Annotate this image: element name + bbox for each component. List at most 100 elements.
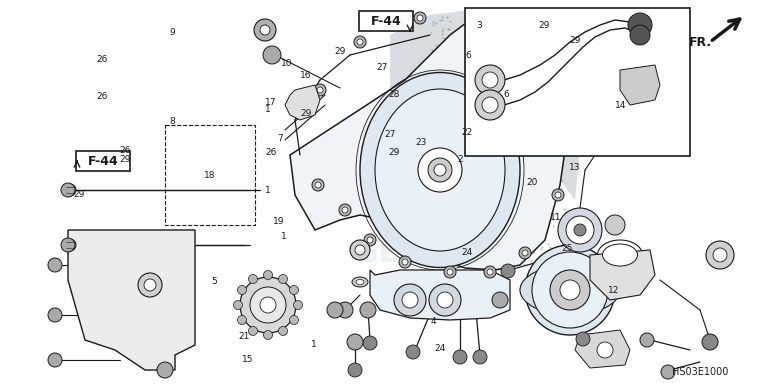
Point xyxy=(427,19,439,25)
Circle shape xyxy=(355,245,365,255)
Point xyxy=(491,201,504,208)
Text: 1: 1 xyxy=(265,105,271,114)
Point xyxy=(489,149,501,155)
Point xyxy=(518,37,530,43)
Point xyxy=(494,230,506,236)
Point xyxy=(561,211,573,217)
Point xyxy=(511,72,524,78)
Point xyxy=(522,132,534,138)
Point xyxy=(560,209,572,215)
Circle shape xyxy=(157,362,173,378)
Point xyxy=(496,224,508,230)
Point xyxy=(548,20,560,27)
Circle shape xyxy=(453,350,467,364)
Point xyxy=(458,85,471,91)
Circle shape xyxy=(250,287,286,323)
Point xyxy=(528,122,541,128)
Text: 26: 26 xyxy=(265,147,277,157)
Point xyxy=(430,159,442,165)
Point xyxy=(548,55,560,61)
Point xyxy=(546,204,558,210)
Point xyxy=(471,179,483,185)
Point xyxy=(492,254,504,261)
Text: 18: 18 xyxy=(204,171,215,180)
Point xyxy=(531,228,543,234)
Point xyxy=(443,171,455,177)
Point xyxy=(445,39,458,45)
Point xyxy=(471,184,483,191)
Point xyxy=(468,236,480,242)
Point xyxy=(496,61,508,67)
Point xyxy=(501,70,514,76)
Point xyxy=(435,146,448,152)
Text: 28: 28 xyxy=(388,90,400,99)
Text: 21: 21 xyxy=(238,332,250,341)
Point xyxy=(468,94,480,100)
Point xyxy=(440,219,452,225)
Point xyxy=(460,146,472,152)
Point xyxy=(491,78,504,84)
Point xyxy=(444,18,456,24)
Point xyxy=(558,31,570,37)
Point xyxy=(542,177,554,183)
Point xyxy=(474,227,486,233)
Point xyxy=(458,242,470,248)
Point xyxy=(548,157,560,163)
Point xyxy=(502,10,514,16)
Point xyxy=(451,135,463,141)
Text: 5: 5 xyxy=(211,276,217,286)
Point xyxy=(440,168,452,174)
Text: 4: 4 xyxy=(431,317,436,326)
Point xyxy=(538,194,550,200)
Point xyxy=(468,26,480,32)
FancyBboxPatch shape xyxy=(76,151,130,171)
Point xyxy=(484,213,496,219)
Point xyxy=(444,188,457,194)
Point xyxy=(508,215,521,221)
Point xyxy=(443,26,455,32)
Point xyxy=(438,177,450,183)
Circle shape xyxy=(399,256,411,268)
Ellipse shape xyxy=(520,265,620,315)
Point xyxy=(540,214,552,220)
Point xyxy=(445,126,458,132)
Point xyxy=(446,155,458,161)
Point xyxy=(448,174,460,180)
Circle shape xyxy=(574,224,586,236)
Point xyxy=(440,142,452,148)
Point xyxy=(511,123,523,129)
Point xyxy=(432,61,444,67)
Point xyxy=(557,191,569,197)
Point xyxy=(445,202,458,208)
Point xyxy=(481,169,494,175)
Point xyxy=(528,220,541,226)
Point xyxy=(473,231,485,238)
Text: 29: 29 xyxy=(300,109,311,118)
Point xyxy=(547,13,559,20)
Text: 8: 8 xyxy=(169,117,175,126)
Point xyxy=(513,211,525,217)
Point xyxy=(513,162,525,168)
Circle shape xyxy=(605,215,625,235)
Circle shape xyxy=(474,8,486,20)
Point xyxy=(514,53,527,59)
Point xyxy=(446,53,458,59)
Point xyxy=(497,259,509,265)
Point xyxy=(510,74,522,80)
Point xyxy=(487,71,499,77)
Point xyxy=(539,153,551,159)
Point xyxy=(554,28,567,34)
Point xyxy=(466,24,478,30)
Point xyxy=(557,36,569,42)
Point xyxy=(462,163,474,169)
Point xyxy=(444,168,456,174)
Point xyxy=(424,123,437,129)
Point xyxy=(426,223,438,229)
Point xyxy=(435,30,448,37)
Point xyxy=(467,233,479,239)
Point xyxy=(510,75,522,81)
Point xyxy=(474,47,487,54)
Point xyxy=(556,117,568,123)
Point xyxy=(498,194,511,200)
Point xyxy=(551,73,564,79)
